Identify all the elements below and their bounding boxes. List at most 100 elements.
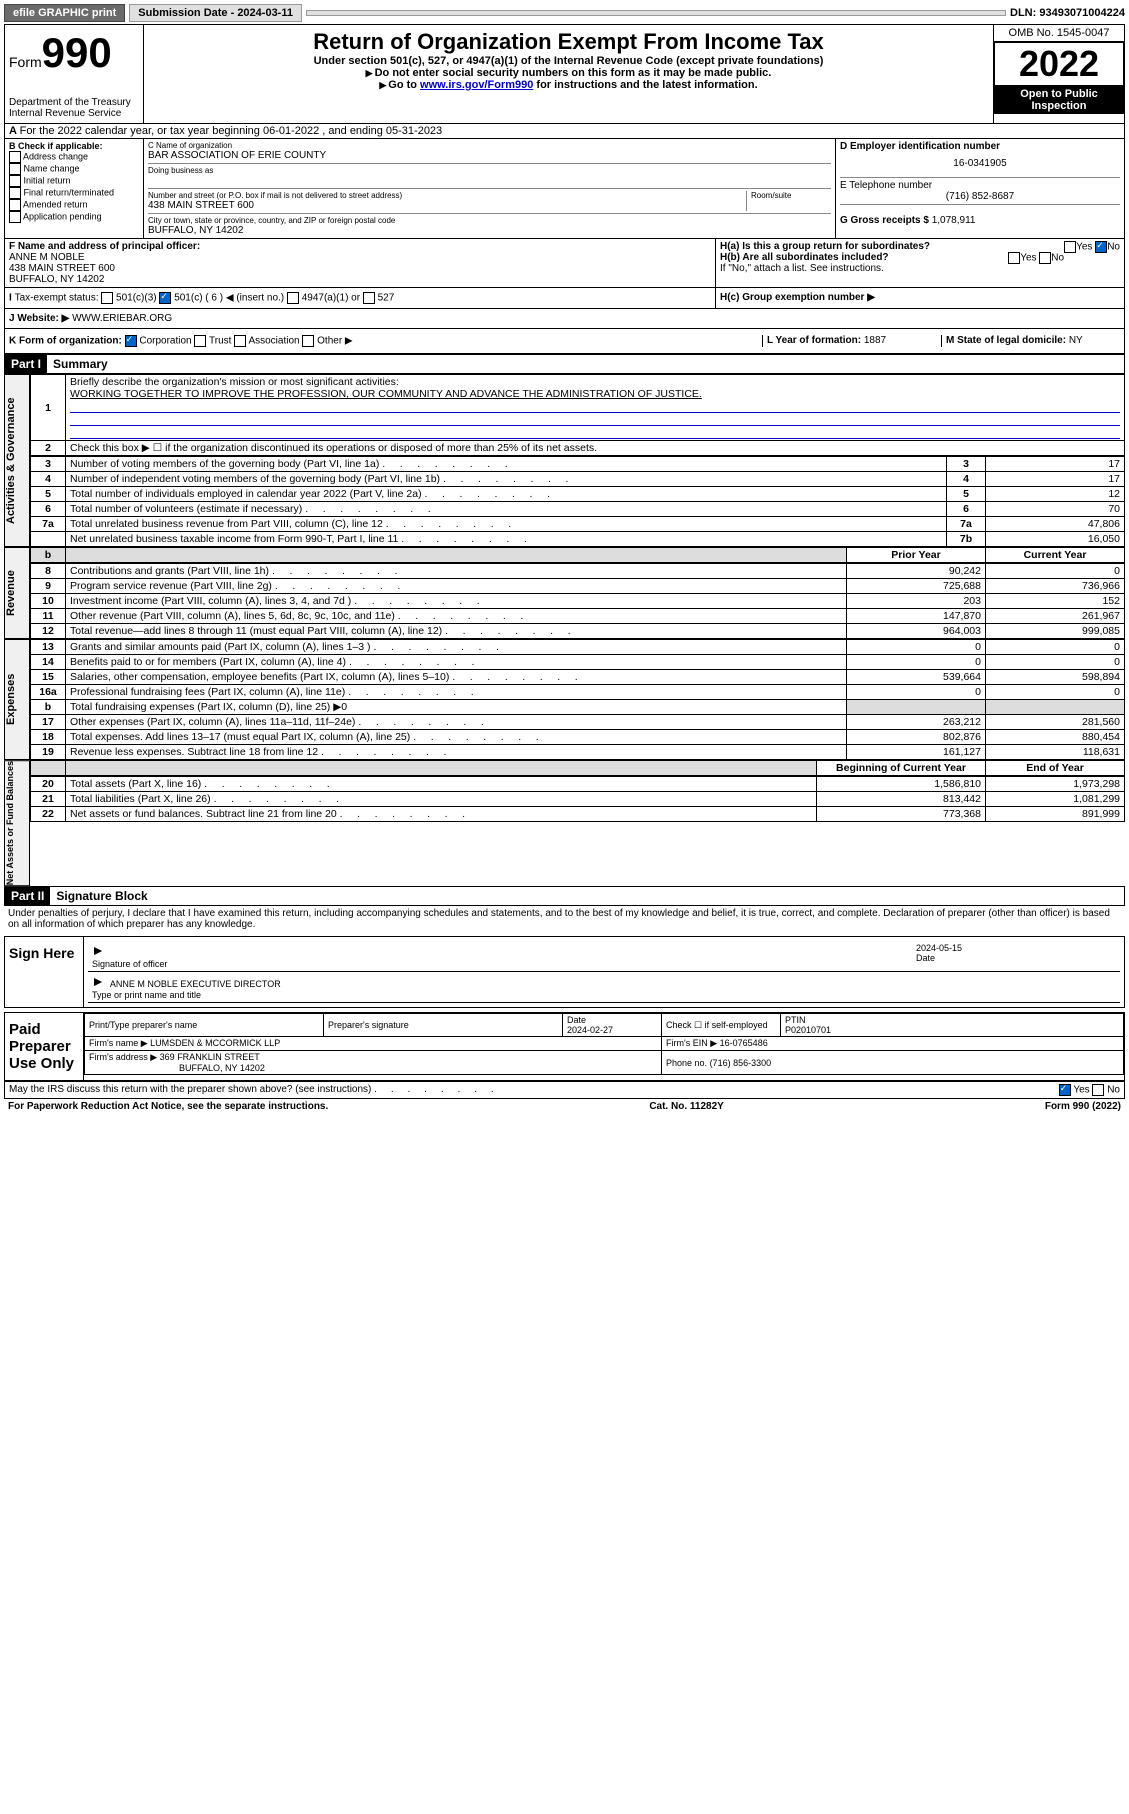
box-h: H(a) Is this a group return for subordin… xyxy=(716,239,1124,287)
header-left: Form990 Department of the Treasury Inter… xyxy=(5,25,144,123)
part2-header: Part II xyxy=(5,887,50,905)
netassets-section: Net Assets or Fund Balances Beginning of… xyxy=(4,760,1125,886)
hc-label: H(c) Group exemption number ▶ xyxy=(720,292,875,303)
l-val: 1887 xyxy=(864,335,886,346)
current-label: Current Year xyxy=(986,548,1125,563)
efile-button[interactable]: efile GRAPHIC print xyxy=(4,4,125,22)
line2: Check this box ▶ ☐ if the organization d… xyxy=(66,441,1125,456)
part1-header: Part I xyxy=(5,355,47,373)
may-irs: May the IRS discuss this return with the… xyxy=(9,1084,371,1095)
k-label: K Form of organization: xyxy=(9,336,122,347)
cb-ha-no[interactable] xyxy=(1095,241,1107,253)
revenue-section: Revenue b Prior Year Current Year 8Contr… xyxy=(4,547,1125,639)
cb-4947[interactable] xyxy=(287,292,299,304)
sig-date: 2024-05-15 xyxy=(916,943,962,953)
phone: (716) 852-8687 xyxy=(840,191,1120,202)
cb-irs-yes[interactable] xyxy=(1059,1084,1071,1096)
sig-name: ANNE M NOBLE EXECUTIVE DIRECTOR xyxy=(110,979,281,989)
part2-title: Signature Block xyxy=(50,887,153,905)
warn1: Do not enter social security numbers on … xyxy=(148,67,989,79)
cb-501c[interactable] xyxy=(159,292,171,304)
submission-date: Submission Date - 2024-03-11 xyxy=(129,4,302,22)
cb-irs-no[interactable] xyxy=(1092,1084,1104,1096)
topbar: efile GRAPHIC print Submission Date - 20… xyxy=(4,4,1125,22)
room-label: Room/suite xyxy=(751,191,831,200)
header-center: Return of Organization Exempt From Incom… xyxy=(144,25,994,123)
line-a: A For the 2022 calendar year, or tax yea… xyxy=(4,124,1125,139)
open-public: Open to Public Inspection xyxy=(994,86,1124,114)
line1-label: Briefly describe the organization's miss… xyxy=(70,376,399,388)
cb-amended[interactable] xyxy=(9,199,21,211)
net-rows: 20Total assets (Part X, line 16) 1,586,8… xyxy=(30,776,1125,822)
cb-ha-yes[interactable] xyxy=(1064,241,1076,253)
sig-name-label: Type or print name and title xyxy=(92,990,201,1000)
c-name-label: C Name of organization xyxy=(148,141,831,150)
cb-other[interactable] xyxy=(302,335,314,347)
hb-label: H(b) Are all subordinates included? xyxy=(720,252,889,263)
form-label: Form xyxy=(9,54,42,70)
firm-addr: 369 FRANKLIN STREET xyxy=(160,1052,260,1062)
cb-address[interactable] xyxy=(9,151,21,163)
cb-hb-no[interactable] xyxy=(1039,252,1051,264)
paid-label: Paid Preparer Use Only xyxy=(5,1013,84,1080)
city: BUFFALO, NY 14202 xyxy=(148,225,831,236)
website: WWW.ERIEBAR.ORG xyxy=(72,313,172,324)
revenue-header: b Prior Year Current Year xyxy=(30,547,1125,563)
box-b: B Check if applicable: Address change Na… xyxy=(5,139,144,238)
f-name: ANNE M NOBLE xyxy=(9,252,711,263)
hb-note: If "No," attach a list. See instructions… xyxy=(720,263,1120,274)
line1-text: WORKING TOGETHER TO IMPROVE THE PROFESSI… xyxy=(70,388,702,400)
firm-city: BUFFALO, NY 14202 xyxy=(89,1063,265,1073)
form-title: Return of Organization Exempt From Incom… xyxy=(148,29,989,55)
line-a-text: For the 2022 calendar year, or tax year … xyxy=(20,125,443,137)
form-number: 990 xyxy=(42,29,112,76)
rev-rows: 8Contributions and grants (Part VIII, li… xyxy=(30,563,1125,639)
form-header: Form990 Department of the Treasury Inter… xyxy=(4,24,1125,124)
i-row: I Tax-exempt status: 501(c)(3) 501(c) ( … xyxy=(4,288,1125,309)
arrow-icon xyxy=(92,979,110,989)
preparer-table: Print/Type preparer's name Preparer's si… xyxy=(84,1013,1124,1075)
cb-501c3[interactable] xyxy=(101,292,113,304)
box-c: C Name of organization BAR ASSOCIATION O… xyxy=(144,139,836,238)
netassets-label: Net Assets or Fund Balances xyxy=(4,760,30,886)
l-label: L Year of formation: xyxy=(767,335,861,346)
ein: 16-0341905 xyxy=(840,152,1120,175)
firm-ein: 16-0765486 xyxy=(720,1038,768,1048)
irs-link[interactable]: www.irs.gov/Form990 xyxy=(420,79,533,91)
header-right: OMB No. 1545-0047 2022 Open to Public In… xyxy=(994,25,1124,123)
m-val: NY xyxy=(1069,335,1083,346)
cb-name[interactable] xyxy=(9,163,21,175)
netassets-header: Beginning of Current Year End of Year xyxy=(30,760,1125,776)
footer-right: Form 990 (2022) xyxy=(1045,1101,1121,1112)
cb-final[interactable] xyxy=(9,187,21,199)
end-label: End of Year xyxy=(986,761,1125,776)
box-b-label: B Check if applicable: xyxy=(9,141,139,151)
governance-label: Activities & Governance xyxy=(4,374,30,547)
footer: For Paperwork Reduction Act Notice, see … xyxy=(4,1099,1125,1114)
city-label: City or town, state or province, country… xyxy=(148,216,831,225)
begin-label: Beginning of Current Year xyxy=(817,761,986,776)
street-label: Number and street (or P.O. box if mail i… xyxy=(148,191,746,200)
cb-hb-yes[interactable] xyxy=(1008,252,1020,264)
form-990-page: efile GRAPHIC print Submission Date - 20… xyxy=(0,0,1129,1118)
cb-corp[interactable] xyxy=(125,335,137,347)
spacer xyxy=(306,10,1006,16)
governance-section: Activities & Governance 1 Briefly descri… xyxy=(4,374,1125,547)
cb-initial[interactable] xyxy=(9,175,21,187)
firm-phone: (716) 856-3300 xyxy=(710,1058,772,1068)
sign-here-block: Sign Here Signature of officer 2024-05-1… xyxy=(4,936,1125,1008)
prep-date: 2024-02-27 xyxy=(567,1025,613,1035)
cb-527[interactable] xyxy=(363,292,375,304)
tax-year: 2022 xyxy=(994,42,1124,86)
dept: Department of the Treasury Internal Reve… xyxy=(9,97,139,119)
f-label: F Name and address of principal officer: xyxy=(9,241,711,252)
warn2-post: for instructions and the latest informat… xyxy=(533,79,757,91)
prep-sig-label: Preparer's signature xyxy=(324,1014,563,1037)
f-addr1: 438 MAIN STREET 600 xyxy=(9,263,711,274)
arrow-icon xyxy=(379,79,388,91)
cb-assoc[interactable] xyxy=(234,335,246,347)
cb-pending[interactable] xyxy=(9,211,21,223)
sign-here-label: Sign Here xyxy=(5,937,84,1007)
may-irs-row: May the IRS discuss this return with the… xyxy=(4,1081,1125,1099)
cb-trust[interactable] xyxy=(194,335,206,347)
